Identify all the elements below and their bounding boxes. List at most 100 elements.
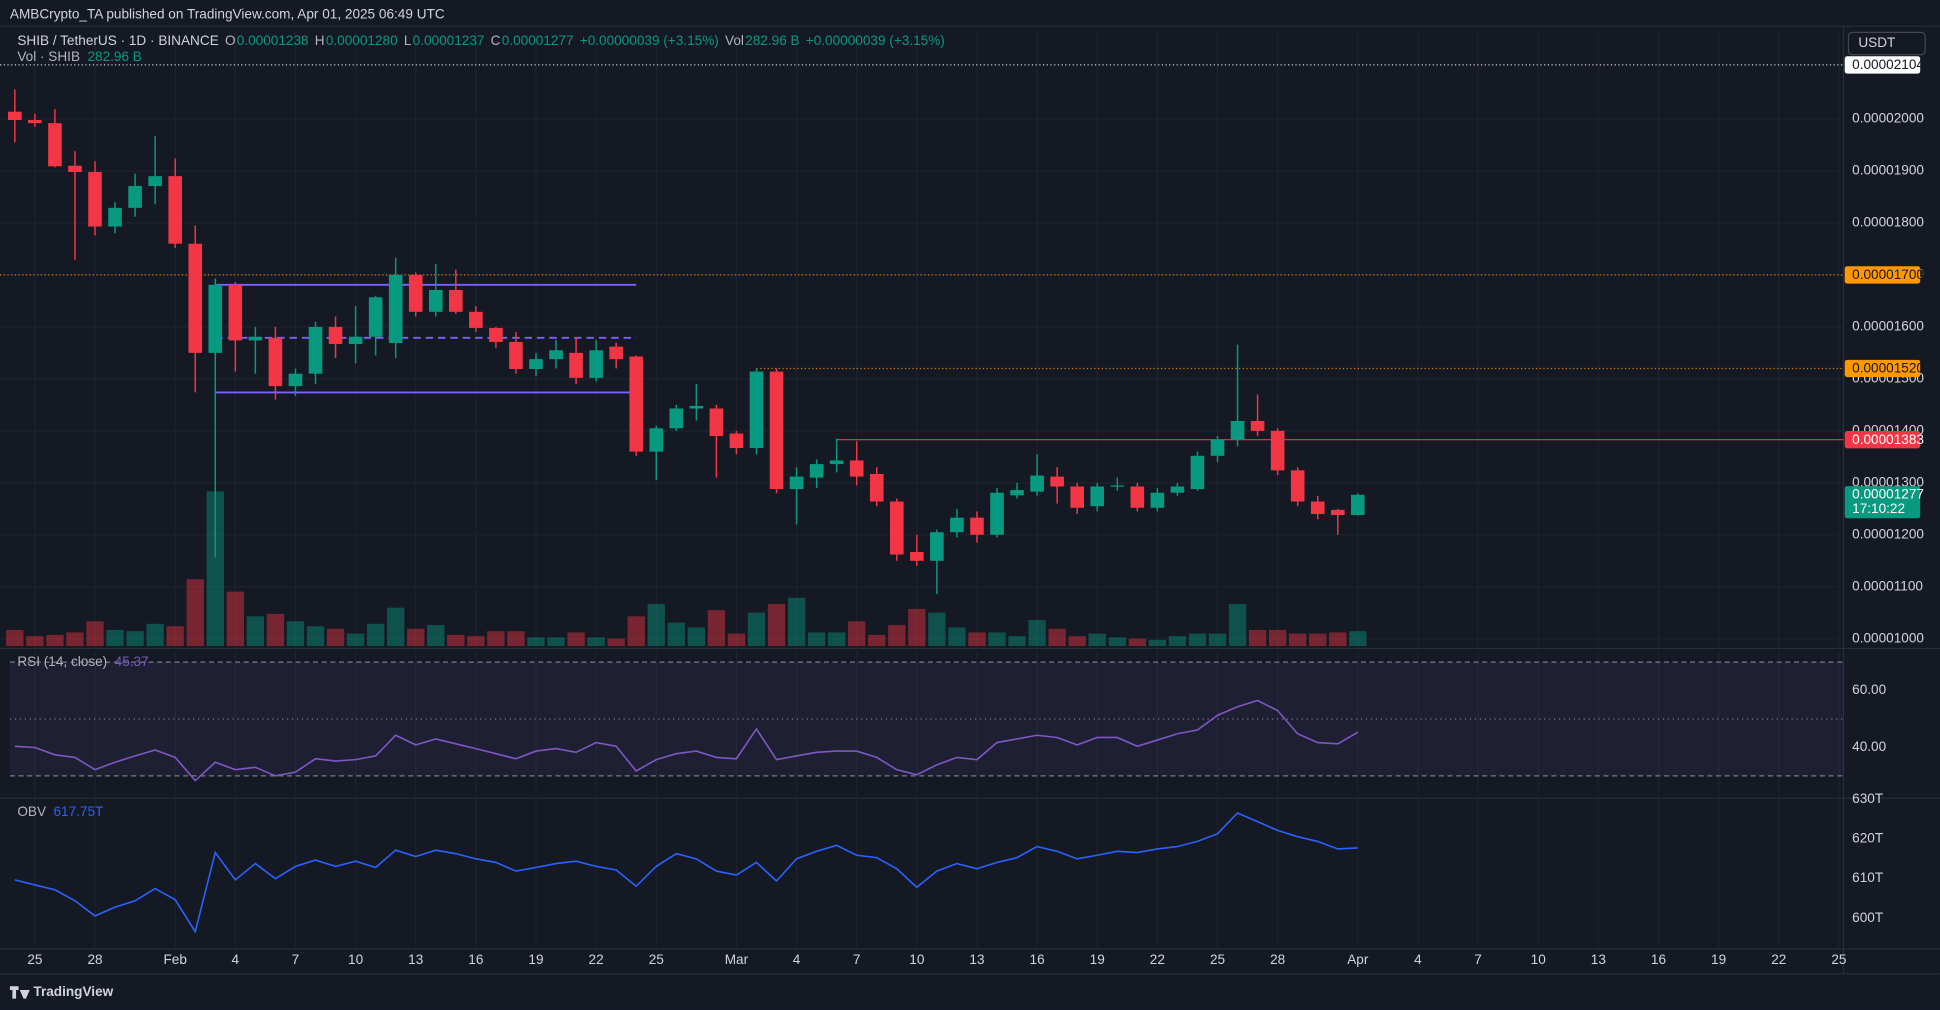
candle: Feb 1 bbox=[168, 158, 182, 248]
rsi-legend: RSI (14, close) 45.37 bbox=[17, 654, 148, 669]
x-tick-label: 10 bbox=[909, 952, 925, 967]
volume-bar bbox=[527, 637, 545, 647]
y-tick-label: 0.00002000 bbox=[1852, 111, 1924, 126]
candle: Feb 12 bbox=[388, 257, 403, 359]
level-label: 0.00001383 bbox=[1852, 432, 1924, 447]
volume-bar bbox=[447, 634, 465, 647]
candle-body bbox=[8, 111, 22, 121]
candle: Mar 18 bbox=[1070, 482, 1084, 515]
candle: Mar 17 bbox=[1050, 467, 1064, 504]
volume-legend: Vol · SHIB 282.96 B bbox=[17, 49, 142, 64]
volume-bar bbox=[1248, 629, 1267, 647]
candle-body bbox=[1290, 470, 1305, 502]
volume-bar bbox=[1108, 637, 1126, 647]
currency[interactable]: USDT bbox=[1858, 35, 1895, 50]
candle-body bbox=[950, 517, 964, 533]
candle-body bbox=[1270, 430, 1285, 471]
obv-name: OBV bbox=[17, 803, 46, 818]
volume-bar bbox=[26, 636, 44, 647]
x-tick-label: Apr bbox=[1347, 952, 1369, 967]
legend-value: 0.00001277 bbox=[502, 33, 574, 48]
candle-body bbox=[1310, 501, 1325, 515]
candle-body bbox=[849, 460, 864, 477]
x-tick-label: 7 bbox=[853, 952, 861, 967]
currency-button[interactable] bbox=[1847, 31, 1926, 56]
volume-bar bbox=[1208, 633, 1227, 647]
x-tick-label: 10 bbox=[1531, 952, 1547, 967]
volume-bar bbox=[6, 629, 24, 647]
volume-bar bbox=[346, 633, 365, 647]
candle-body bbox=[128, 186, 142, 208]
candle-body bbox=[1070, 486, 1084, 508]
candle: Jan 25 bbox=[28, 113, 42, 127]
volume-bar bbox=[767, 603, 786, 647]
level-badge bbox=[1844, 56, 1921, 74]
last-price-label: 0.00001277 bbox=[1852, 486, 1924, 501]
x-tick-label: 13 bbox=[408, 952, 423, 967]
legend-value: 0.00001280 bbox=[326, 33, 398, 48]
volume-bar bbox=[1168, 636, 1187, 647]
candle-body bbox=[108, 207, 122, 227]
candle-body bbox=[1351, 494, 1365, 516]
volume-bar bbox=[467, 636, 485, 647]
candle-body bbox=[1250, 420, 1265, 431]
legend-value: 282.96 B bbox=[745, 33, 799, 48]
rsi-value: 45.37 bbox=[115, 654, 149, 669]
level-label: 0.00001700 bbox=[1852, 267, 1924, 282]
volume-bar bbox=[707, 610, 726, 647]
candle-body bbox=[348, 336, 363, 345]
candle: Mar 4 bbox=[789, 467, 804, 525]
volume-bar bbox=[1268, 629, 1287, 647]
candle: Feb 9 bbox=[328, 316, 343, 359]
candle-body bbox=[1150, 492, 1165, 508]
candle-body bbox=[769, 371, 784, 490]
candle: Feb 18 bbox=[509, 332, 523, 374]
candle-body bbox=[749, 371, 764, 449]
candle-body bbox=[669, 408, 684, 429]
legend-key: L bbox=[404, 33, 412, 48]
candle: Mar 20 bbox=[1110, 477, 1125, 491]
legend-value: 0.00001237 bbox=[413, 33, 485, 48]
volume-bar bbox=[567, 632, 585, 647]
volume-bar bbox=[1188, 633, 1207, 647]
candle: Mar 8 bbox=[869, 467, 884, 507]
candle-body bbox=[709, 408, 724, 437]
candle: Feb 25 bbox=[649, 425, 664, 481]
candle: Feb 17 bbox=[489, 326, 503, 348]
legend-value: 0.00001238 bbox=[237, 33, 309, 48]
candle: Feb 5 bbox=[248, 326, 263, 374]
y-tick-label: 0.00001200 bbox=[1852, 526, 1924, 541]
y-tick-label: 0.00001800 bbox=[1852, 215, 1924, 230]
volume-bar bbox=[427, 625, 445, 647]
candle: Feb 15 bbox=[449, 269, 463, 314]
x-tick-label: 19 bbox=[1090, 952, 1105, 967]
plot-area: Jan 24 Jan 25 Jan 26 Jan 27 Jan 28 Jan 29 Jan … bbox=[0, 31, 1844, 948]
volume-bar bbox=[407, 628, 425, 647]
x-tick-label: 25 bbox=[649, 952, 664, 967]
candle: Mar 2 bbox=[749, 368, 764, 455]
brand-logo bbox=[9, 986, 30, 999]
candle: Mar 5 bbox=[809, 459, 824, 489]
candle: Mar 7 bbox=[849, 441, 864, 486]
candle: Mar 21 bbox=[1130, 482, 1145, 512]
candle: Jan 24 bbox=[8, 89, 22, 143]
x-tick-label: 4 bbox=[232, 952, 240, 967]
candle-body bbox=[48, 123, 62, 167]
x-tick-label: 16 bbox=[1651, 952, 1666, 967]
candle: Mar 28 bbox=[1270, 428, 1285, 476]
candle: Feb 2 bbox=[188, 225, 203, 393]
rsi-tick-label: 60.00 bbox=[1852, 682, 1886, 697]
header: AMBCrypto_TA published on TradingView.co… bbox=[10, 7, 445, 22]
brand: TradingView bbox=[33, 984, 113, 999]
candle: Feb 4 bbox=[228, 282, 243, 372]
x-tick-label: 13 bbox=[1591, 952, 1606, 967]
volume-bar bbox=[226, 591, 244, 647]
x-tick-label: Feb bbox=[163, 952, 186, 967]
candle: Mar 23 bbox=[1170, 482, 1185, 496]
legend-key: O bbox=[225, 33, 236, 48]
level-badge bbox=[1844, 431, 1921, 449]
x-tick-label: 7 bbox=[1474, 952, 1482, 967]
obv-tick-label: 620T bbox=[1852, 831, 1883, 846]
candle-body bbox=[208, 284, 223, 353]
candle-body bbox=[609, 346, 623, 360]
